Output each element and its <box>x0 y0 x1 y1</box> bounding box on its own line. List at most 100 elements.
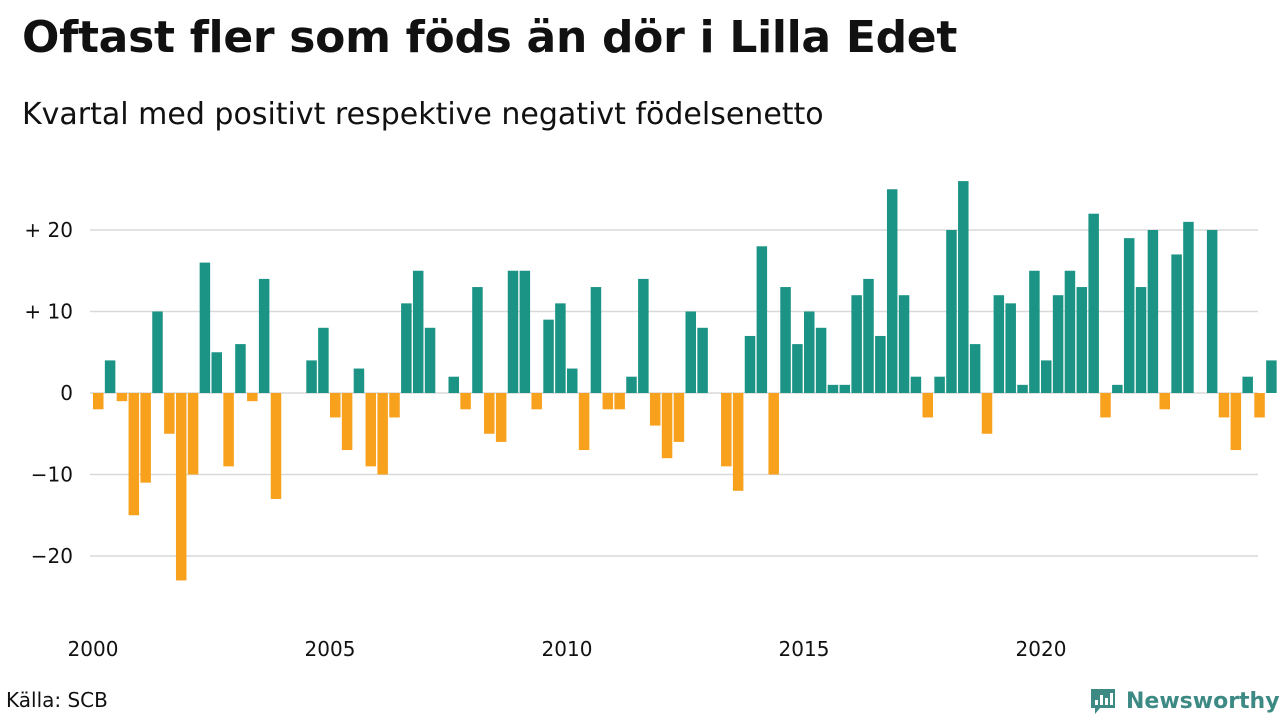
bar-negative <box>495 393 507 442</box>
bar-positive <box>1266 360 1277 393</box>
bar-positive <box>958 181 969 393</box>
bar-negative <box>223 393 234 467</box>
bar-negative <box>164 393 175 434</box>
bar-positive <box>555 303 566 393</box>
bar-positive <box>519 270 531 393</box>
bar-positive <box>235 344 246 393</box>
bar-positive <box>898 295 910 393</box>
y-tick-label: 0 <box>60 381 73 405</box>
bar-positive <box>839 384 851 393</box>
bar-negative <box>116 393 128 402</box>
bar-negative <box>93 393 104 410</box>
bar-positive <box>1123 238 1135 393</box>
bar-positive <box>353 368 365 393</box>
bar-positive <box>685 311 696 393</box>
bar-positive <box>199 262 211 393</box>
bar-positive <box>1076 287 1088 393</box>
bar-positive <box>472 287 483 393</box>
bar-positive <box>780 287 791 393</box>
newsworthy-logo-icon <box>1091 689 1115 714</box>
bar-positive <box>744 335 756 393</box>
source-note: Källa: SCB <box>6 688 108 712</box>
bar-positive <box>567 368 578 393</box>
bar-negative <box>341 393 353 451</box>
bar-positive <box>104 360 116 393</box>
bar-positive <box>1171 254 1182 393</box>
bar-positive <box>1064 270 1076 393</box>
bar-negative <box>721 393 732 467</box>
bar-positive <box>211 352 222 393</box>
bar-positive <box>1029 270 1040 393</box>
bar-positive <box>815 327 827 393</box>
bar-positive <box>804 311 815 393</box>
y-tick-label: + 10 <box>24 300 73 324</box>
bar-negative <box>768 393 779 475</box>
bar-negative <box>1254 393 1265 418</box>
bar-negative <box>578 393 590 451</box>
chart-title: Oftast fler som föds än dör i Lilla Edet <box>22 12 958 63</box>
bar-negative <box>330 393 341 418</box>
bar-negative <box>1218 393 1230 418</box>
newsworthy-logo: Newsworthy <box>1088 684 1280 718</box>
x-axis-labels: 2000 2005 2010 2015 2020 <box>68 637 1067 661</box>
bar-positive <box>993 295 1005 393</box>
bar-positive <box>590 287 602 393</box>
bar-positive <box>1206 230 1218 393</box>
bar-positive <box>424 327 436 393</box>
bar-positive <box>1005 303 1016 393</box>
bar-negative <box>649 393 661 426</box>
bar-negative <box>365 393 377 467</box>
bar-positive <box>318 327 329 393</box>
bar-negative <box>614 393 625 410</box>
bar-positive <box>886 189 898 393</box>
bar-positive <box>827 384 839 393</box>
bar-positive <box>1017 384 1028 393</box>
bar-negative <box>1159 393 1170 410</box>
bar-positive <box>626 376 637 393</box>
bar-negative <box>460 393 471 410</box>
bar-negative <box>981 393 993 434</box>
bar-positive <box>851 295 862 393</box>
bar-positive <box>792 344 803 393</box>
bar-positive <box>875 335 886 393</box>
bar-negative <box>602 393 614 410</box>
bar-positive <box>756 246 768 393</box>
bar-positive <box>507 270 519 393</box>
bar-negative <box>1100 393 1111 418</box>
bar-positive <box>1052 295 1064 393</box>
bar-negative <box>531 393 542 410</box>
bar-positive <box>1147 230 1159 393</box>
bar-negative <box>661 393 673 459</box>
bar-positive <box>697 327 708 393</box>
x-tick-label: 2005 <box>305 637 356 661</box>
bar-positive <box>448 376 459 393</box>
bar-positive <box>412 270 424 393</box>
bar-negative <box>484 393 495 434</box>
newsworthy-logo-text: Newsworthy <box>1126 688 1280 714</box>
y-tick-label: −10 <box>31 463 73 487</box>
bars <box>93 181 1277 581</box>
bar-negative <box>1230 393 1242 451</box>
bar-positive <box>969 344 981 393</box>
bar-positive <box>1242 376 1253 393</box>
bar-positive <box>401 303 412 393</box>
bar-negative <box>270 393 282 499</box>
bar-negative <box>247 393 258 402</box>
bar-negative <box>673 393 685 442</box>
y-tick-label: −20 <box>31 544 73 568</box>
bar-negative <box>377 393 388 475</box>
bar-positive <box>152 311 163 393</box>
bar-positive <box>543 319 554 393</box>
bar-positive <box>863 278 874 393</box>
bar-positive <box>1135 287 1147 393</box>
y-axis-labels: + 20 + 10 0 −10 −20 <box>24 218 73 568</box>
bar-negative <box>128 393 140 516</box>
bar-negative <box>732 393 744 491</box>
bar-positive <box>910 376 922 393</box>
bar-positive <box>934 376 945 393</box>
bar-negative <box>389 393 400 418</box>
bar-negative <box>175 393 187 581</box>
y-tick-label: + 20 <box>24 218 73 242</box>
bar-negative <box>140 393 151 483</box>
bar-negative <box>187 393 199 475</box>
